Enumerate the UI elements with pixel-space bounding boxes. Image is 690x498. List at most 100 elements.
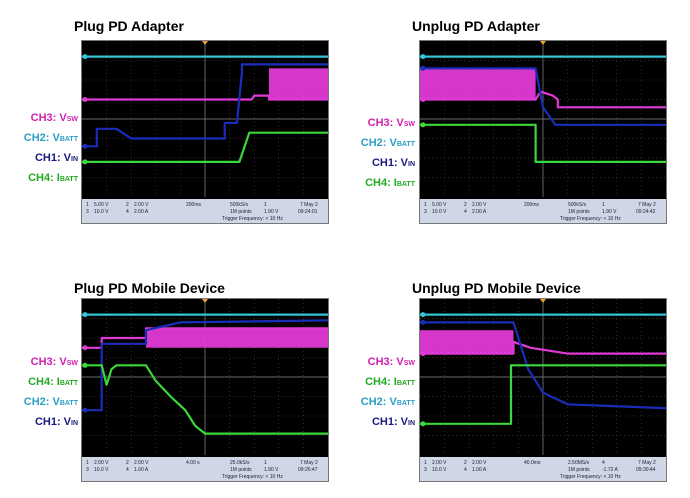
status-field: 500kS/s [568, 202, 587, 208]
scope-status-bar: 1 2.00 V 2 2.00 V 4.00 s 25.0kS/s 1 7 May 2 3 10.… [82, 457, 328, 481]
status-field: 1M points [568, 209, 590, 215]
channel-label-ch4: CH4: IBATT [355, 177, 415, 189]
status-field: 3 [86, 467, 89, 473]
channel-label-subscript: BATT [59, 400, 78, 407]
status-field: 2.50MS/s [568, 460, 590, 466]
trigger-frequency: Trigger Frequency: < 10 Hz [222, 216, 283, 222]
trace-ch3 [420, 340, 666, 355]
panel-title-plug-pd-adapter: Plug PD Adapter [74, 18, 184, 34]
status-field: 4 [464, 467, 467, 473]
status-field: 5.00 V [432, 202, 447, 208]
status-field: 500kS/s [230, 202, 249, 208]
status-field: 3 [424, 467, 427, 473]
status-field: 200ms [186, 202, 202, 208]
switching-band-ch3 [268, 68, 328, 100]
switching-band-ch3 [145, 328, 328, 348]
channel-label-name: CH2: V [360, 396, 397, 408]
status-field: 2.00 V [472, 202, 487, 208]
channel-label-ch4: CH4: IBATT [18, 172, 78, 184]
channel-label-ch3: CH3: VSW [18, 112, 78, 124]
status-field: 3 [424, 209, 427, 215]
status-field: 10.0 V [94, 467, 109, 473]
channel-label-name: CH4: I [365, 177, 397, 189]
channel-label-ch2: CH2: VBATT [355, 396, 415, 408]
trace-ch1 [420, 67, 666, 126]
status-field: 2 [126, 202, 129, 208]
channel-marker-ch2 [82, 54, 88, 60]
switching-band-ch3 [420, 330, 514, 354]
channel-marker-ch3 [420, 97, 426, 102]
channel-label-ch1: CH1: VIN [18, 416, 78, 428]
channel-label-subscript: BATT [59, 136, 78, 143]
status-field: 1 [424, 202, 427, 208]
channel-label-name: CH2: V [23, 132, 60, 144]
switching-band-ch3 [420, 68, 536, 100]
status-field: 1 [264, 460, 267, 466]
channel-marker-ch1 [420, 65, 426, 71]
channel-label-subscript: IN [71, 420, 78, 427]
status-field: 10.0 V [94, 209, 109, 215]
channel-marker-ch3 [420, 351, 426, 357]
scope-plot [82, 41, 328, 197]
channel-label-ch1: CH1: VIN [355, 416, 415, 428]
channel-label-ch1: CH1: VIN [355, 157, 415, 169]
status-field: 40.0ms [524, 460, 541, 466]
trace-ch3 [420, 90, 666, 109]
channel-label-ch4: CH4: IBATT [18, 376, 78, 388]
channel-label-ch1: CH1: VIN [18, 152, 78, 164]
status-field: 09:30:44 [636, 467, 656, 473]
channel-label-name: CH3: V [30, 356, 67, 368]
channel-label-subscript: BATT [396, 380, 415, 387]
channel-marker-ch4 [420, 122, 426, 128]
trace-ch3 [82, 94, 328, 101]
status-field: 1M points [230, 209, 252, 215]
channel-marker-ch2 [82, 312, 88, 318]
trace-ch4 [420, 123, 666, 164]
channel-label-ch3: CH3: VSW [355, 117, 415, 129]
channel-label-ch2: CH2: VBATT [18, 396, 78, 408]
channel-label-subscript: BATT [396, 400, 415, 407]
channel-marker-ch3 [82, 97, 88, 102]
channel-marker-ch1 [420, 319, 426, 325]
status-field: 200ms [524, 202, 540, 208]
status-field: 2.00 A [472, 209, 487, 215]
channel-label-name: CH3: V [367, 117, 404, 129]
status-field: 1 [264, 202, 267, 208]
panel-title-plug-pd-mobile-device: Plug PD Mobile Device [74, 280, 225, 296]
status-field: 5.00 V [94, 202, 109, 208]
status-field: 4.00 s [186, 460, 200, 466]
status-field: 1 [602, 202, 605, 208]
channel-label-name: CH1: V [34, 416, 71, 428]
channel-marker-ch3 [82, 345, 88, 351]
status-field: 7 May 2 [638, 460, 656, 466]
trace-ch4 [420, 364, 666, 425]
channel-marker-ch4 [420, 421, 426, 427]
trigger-marker [540, 299, 546, 303]
status-field: 4 [126, 209, 129, 215]
channel-label-name: CH2: V [23, 396, 60, 408]
trigger-marker [202, 299, 208, 303]
status-field: 2.00 V [432, 460, 447, 466]
scope-status-bar: 1 2.00 V 2 2.00 V 40.0ms 2.50MS/s 4 7 May 2 3 10.… [420, 457, 666, 481]
channel-label-ch3: CH3: VSW [18, 356, 78, 368]
scope-screen-unplug-pd-adapter: 1 5.00 V 2 2.00 V 200ms 500kS/s 1 7 May 2 3 10.0 … [419, 40, 667, 224]
status-field: 2 [464, 460, 467, 466]
channel-marker-ch4 [82, 159, 88, 165]
trace-ch1 [420, 321, 666, 410]
channel-marker-ch2 [420, 312, 426, 318]
status-field: 1.00 A [472, 467, 487, 473]
channel-label-ch3: CH3: VSW [355, 356, 415, 368]
channel-label-name: CH4: I [28, 172, 60, 184]
status-field: 1.00 A [134, 467, 149, 473]
status-field: 25.0kS/s [230, 460, 250, 466]
status-field: 1.90 V [602, 209, 617, 215]
trace-ch1 [82, 319, 328, 412]
channel-label-name: CH1: V [371, 416, 408, 428]
status-field: 2.00 V [134, 202, 149, 208]
scope-screen-plug-pd-adapter: 1 5.00 V 2 2.00 V 200ms 500kS/s 1 7 May 2 3 10.0 … [81, 40, 329, 224]
channel-label-name: CH4: I [28, 376, 60, 388]
status-field: 2 [464, 202, 467, 208]
status-field: 2.00 V [94, 460, 109, 466]
channel-label-subscript: BATT [59, 380, 78, 387]
status-field: 2.00 V [134, 460, 149, 466]
